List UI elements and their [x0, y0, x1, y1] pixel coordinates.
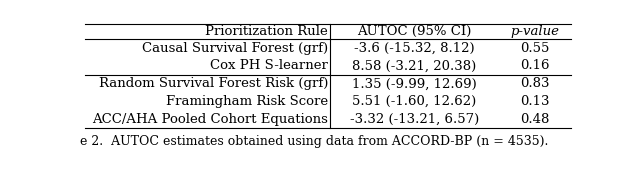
Text: Causal Survival Forest (grf): Causal Survival Forest (grf) [142, 42, 328, 55]
Text: e 2.  AUTOC estimates obtained using data from ACCORD-BP (n = 4535).: e 2. AUTOC estimates obtained using data… [80, 135, 548, 148]
Text: 8.58 (-3.21, 20.38): 8.58 (-3.21, 20.38) [352, 59, 476, 73]
Text: p-value: p-value [510, 25, 559, 38]
Text: 1.35 (-9.99, 12.69): 1.35 (-9.99, 12.69) [352, 77, 477, 90]
Text: Framingham Risk Score: Framingham Risk Score [166, 95, 328, 108]
Text: 0.83: 0.83 [520, 77, 549, 90]
Text: 0.16: 0.16 [520, 59, 549, 73]
Text: AUTOC (95% CI): AUTOC (95% CI) [357, 25, 472, 38]
Text: ACC/AHA Pooled Cohort Equations: ACC/AHA Pooled Cohort Equations [92, 113, 328, 126]
Text: -3.6 (-15.32, 8.12): -3.6 (-15.32, 8.12) [354, 42, 475, 55]
Text: 0.48: 0.48 [520, 113, 549, 126]
Text: Prioritization Rule: Prioritization Rule [205, 25, 328, 38]
Text: Random Survival Forest Risk (grf): Random Survival Forest Risk (grf) [99, 77, 328, 90]
Text: 0.13: 0.13 [520, 95, 549, 108]
Text: 0.55: 0.55 [520, 42, 549, 55]
Text: -3.32 (-13.21, 6.57): -3.32 (-13.21, 6.57) [349, 113, 479, 126]
Text: Cox PH S-learner: Cox PH S-learner [210, 59, 328, 73]
Text: 5.51 (-1.60, 12.62): 5.51 (-1.60, 12.62) [352, 95, 476, 108]
